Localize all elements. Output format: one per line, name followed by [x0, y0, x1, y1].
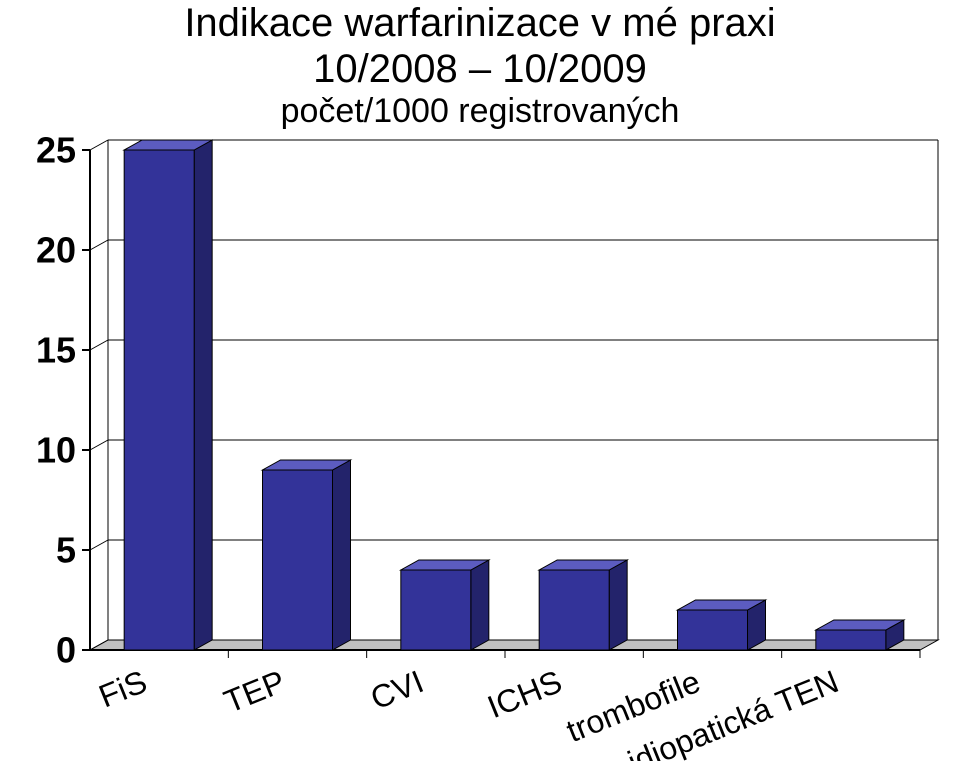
bar: [401, 570, 471, 650]
bar-side: [333, 460, 351, 650]
bar: [263, 470, 333, 650]
ytick-label: 20: [36, 230, 76, 271]
grid-connector: [90, 340, 108, 350]
ytick-label: 5: [56, 530, 76, 571]
bar: [124, 150, 194, 650]
xtick-label: FiS: [94, 663, 152, 714]
xtick-label: CVI: [366, 663, 429, 716]
bar-side: [609, 560, 627, 650]
ytick-label: 25: [36, 130, 76, 171]
grid-connector: [90, 240, 108, 250]
xtick-label: ICHS: [482, 663, 566, 725]
bar-side: [194, 140, 212, 650]
ytick-label: 0: [56, 630, 76, 671]
bar-side: [471, 560, 489, 650]
bar: [678, 610, 748, 650]
bar: [816, 630, 886, 650]
title-line-2: 10/2008 – 10/2009: [0, 46, 960, 92]
chart-floor: [90, 640, 938, 650]
xtick-label: TEP: [219, 663, 290, 720]
grid-connector: [90, 140, 108, 150]
title-line-1: Indikace warfarinizace v mé praxi: [0, 0, 960, 46]
chart-title: Indikace warfarinizace v mé praxi 10/200…: [0, 0, 960, 131]
grid-connector: [90, 440, 108, 450]
ytick-label: 10: [36, 430, 76, 471]
title-line-3: počet/1000 registrovaných: [0, 92, 960, 131]
bar: [539, 570, 609, 650]
ytick-label: 15: [36, 330, 76, 371]
grid-connector: [90, 540, 108, 550]
